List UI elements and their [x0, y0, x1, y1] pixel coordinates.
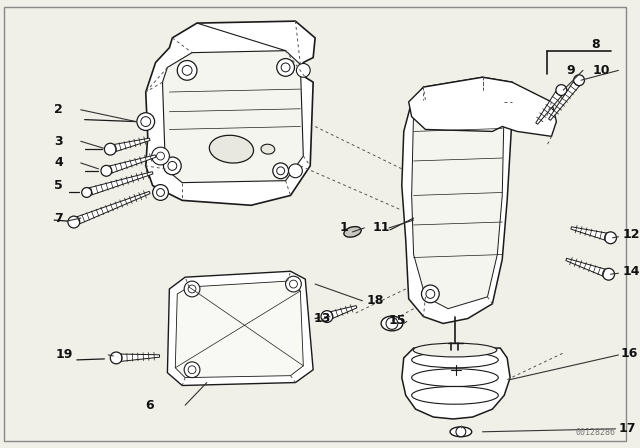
Circle shape: [153, 185, 168, 200]
Circle shape: [419, 95, 437, 113]
Polygon shape: [409, 77, 556, 136]
Polygon shape: [412, 90, 504, 309]
Polygon shape: [168, 271, 313, 386]
Text: 7: 7: [54, 211, 63, 224]
Polygon shape: [566, 258, 610, 278]
Ellipse shape: [344, 227, 361, 237]
Ellipse shape: [261, 144, 275, 154]
Text: 10: 10: [593, 64, 611, 77]
Circle shape: [493, 100, 501, 108]
Text: 3: 3: [54, 135, 63, 148]
Text: 5: 5: [54, 179, 63, 192]
Ellipse shape: [209, 135, 253, 163]
Polygon shape: [116, 354, 159, 362]
Text: 8: 8: [591, 38, 600, 51]
Text: 11: 11: [372, 221, 390, 234]
Circle shape: [424, 99, 433, 108]
Text: 15: 15: [389, 314, 406, 327]
Circle shape: [321, 310, 333, 323]
Circle shape: [285, 276, 301, 292]
Circle shape: [188, 366, 196, 374]
Polygon shape: [571, 227, 611, 241]
Circle shape: [141, 116, 150, 126]
Circle shape: [605, 232, 616, 244]
Circle shape: [168, 161, 177, 170]
Text: 17: 17: [618, 422, 636, 435]
Text: 13: 13: [313, 312, 330, 325]
Circle shape: [289, 280, 298, 288]
Circle shape: [152, 147, 170, 165]
Polygon shape: [536, 88, 564, 124]
Circle shape: [490, 96, 505, 112]
Text: 18: 18: [366, 294, 384, 307]
Circle shape: [296, 64, 310, 77]
Circle shape: [177, 60, 197, 80]
Circle shape: [184, 281, 200, 297]
Ellipse shape: [413, 343, 497, 357]
Circle shape: [573, 75, 584, 86]
Polygon shape: [175, 281, 303, 378]
Circle shape: [422, 285, 439, 303]
Text: 12: 12: [622, 228, 640, 241]
Circle shape: [157, 189, 164, 196]
Circle shape: [276, 167, 285, 175]
Text: 19: 19: [55, 349, 72, 362]
Text: 16: 16: [620, 346, 638, 359]
Circle shape: [182, 65, 192, 75]
Text: 4: 4: [54, 156, 63, 169]
Polygon shape: [105, 155, 156, 175]
Circle shape: [110, 352, 122, 364]
Circle shape: [603, 268, 614, 280]
Circle shape: [184, 362, 200, 378]
Circle shape: [273, 163, 289, 179]
Polygon shape: [72, 191, 150, 226]
Text: 9: 9: [566, 64, 575, 77]
Circle shape: [426, 289, 435, 298]
Text: 00128286: 00128286: [575, 428, 616, 437]
Polygon shape: [109, 138, 150, 153]
Circle shape: [82, 188, 92, 198]
Polygon shape: [402, 77, 517, 323]
Circle shape: [556, 85, 567, 95]
Polygon shape: [548, 78, 582, 121]
Circle shape: [101, 165, 112, 176]
Circle shape: [157, 152, 164, 160]
Ellipse shape: [381, 316, 403, 331]
Circle shape: [386, 318, 398, 329]
Polygon shape: [326, 306, 357, 320]
Text: 6: 6: [146, 399, 154, 412]
Text: 2: 2: [54, 103, 63, 116]
Circle shape: [137, 113, 155, 130]
Polygon shape: [146, 21, 315, 205]
Circle shape: [68, 216, 80, 228]
Text: 14: 14: [622, 265, 640, 278]
Circle shape: [276, 59, 294, 76]
Circle shape: [188, 285, 196, 293]
Text: 1: 1: [340, 221, 349, 234]
Ellipse shape: [450, 427, 472, 437]
Polygon shape: [163, 51, 303, 183]
Circle shape: [289, 164, 302, 178]
Polygon shape: [86, 172, 153, 196]
Circle shape: [281, 63, 290, 72]
Circle shape: [163, 157, 181, 175]
Circle shape: [104, 143, 116, 155]
Circle shape: [456, 427, 466, 437]
Polygon shape: [402, 348, 510, 419]
